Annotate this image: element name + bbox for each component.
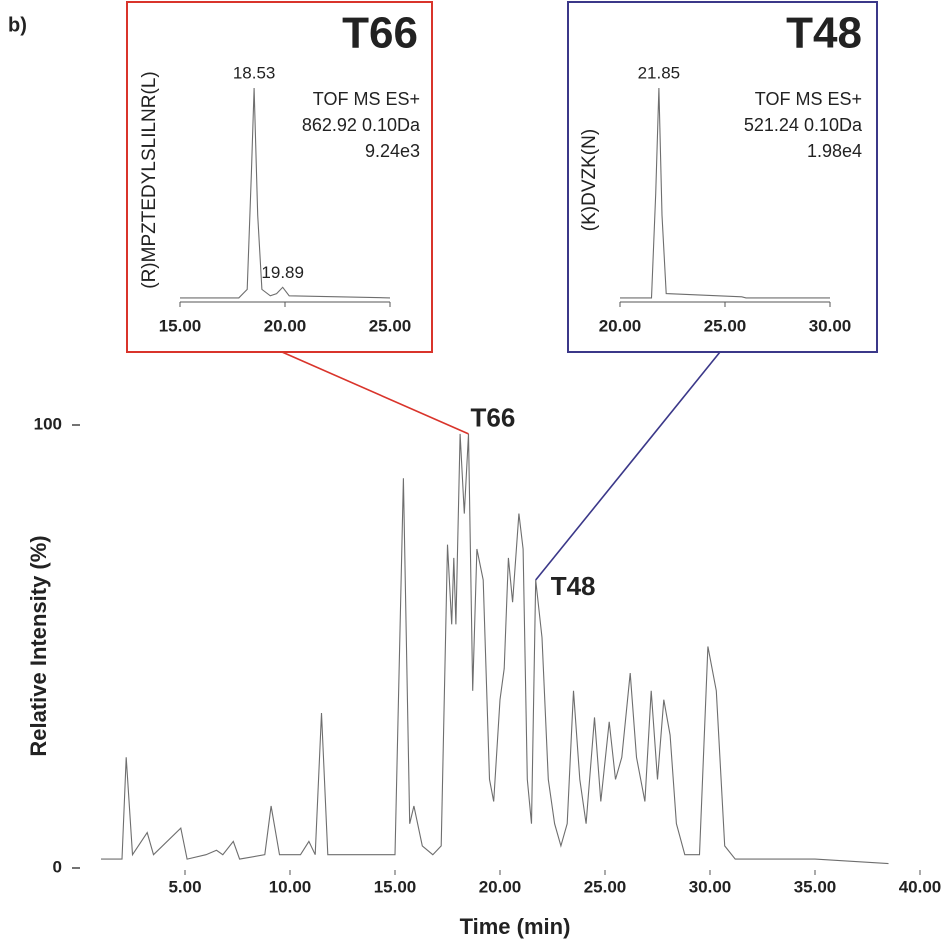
inset-title: T66 — [342, 9, 418, 58]
x-tick-label: 40.00 — [899, 877, 942, 896]
inset-info: 521.24 0.10Da — [744, 115, 863, 135]
inset-info: TOF MS ES+ — [755, 89, 862, 109]
trace — [620, 87, 830, 299]
x-tick-label: 20.00 — [479, 877, 522, 896]
x-tick-label: 35.00 — [794, 877, 837, 896]
trace — [101, 433, 889, 865]
x-tick-label: 5.00 — [168, 877, 201, 896]
inset-info: 862.92 0.10Da — [302, 115, 421, 135]
y-tick-label: 0 — [53, 857, 62, 876]
inset-frame — [126, 1, 433, 353]
x-tick-label: 30.00 — [809, 316, 852, 335]
peak-annotation: T66 — [471, 403, 516, 433]
peak-label: 21.85 — [638, 63, 681, 82]
trace — [180, 87, 391, 299]
x-tick-label: 20.00 — [599, 316, 642, 335]
inset-info: TOF MS ES+ — [313, 89, 420, 109]
x-tick-label: 25.00 — [584, 877, 627, 896]
x-tick-label: 15.00 — [374, 877, 417, 896]
x-tick-label: 30.00 — [689, 877, 732, 896]
y-axis-label: Relative Intensity (%) — [26, 535, 51, 756]
inset-frame — [567, 1, 878, 353]
x-tick-label: 15.00 — [159, 316, 202, 335]
peak-label: 18.53 — [233, 63, 276, 82]
inset-info: 9.24e3 — [365, 141, 420, 161]
inset-title: T48 — [786, 9, 862, 58]
inset-ylabel: (K)DVZK(N) — [579, 129, 600, 231]
peak-label: 19.89 — [261, 263, 304, 282]
peak-annotation: T48 — [551, 571, 596, 601]
x-axis-label: Time (min) — [460, 914, 571, 939]
y-tick-label: 100 — [34, 414, 62, 433]
x-tick-label: 25.00 — [704, 316, 747, 335]
connector — [281, 351, 469, 435]
inset-info: 1.98e4 — [807, 141, 862, 161]
connector — [535, 351, 721, 581]
panel-label: b) — [8, 14, 27, 36]
x-tick-label: 25.00 — [369, 316, 412, 335]
x-tick-label: 10.00 — [269, 877, 312, 896]
x-tick-label: 20.00 — [264, 316, 307, 335]
inset-ylabel: (R)MPZTEDYLSLILNR(L) — [139, 71, 160, 288]
